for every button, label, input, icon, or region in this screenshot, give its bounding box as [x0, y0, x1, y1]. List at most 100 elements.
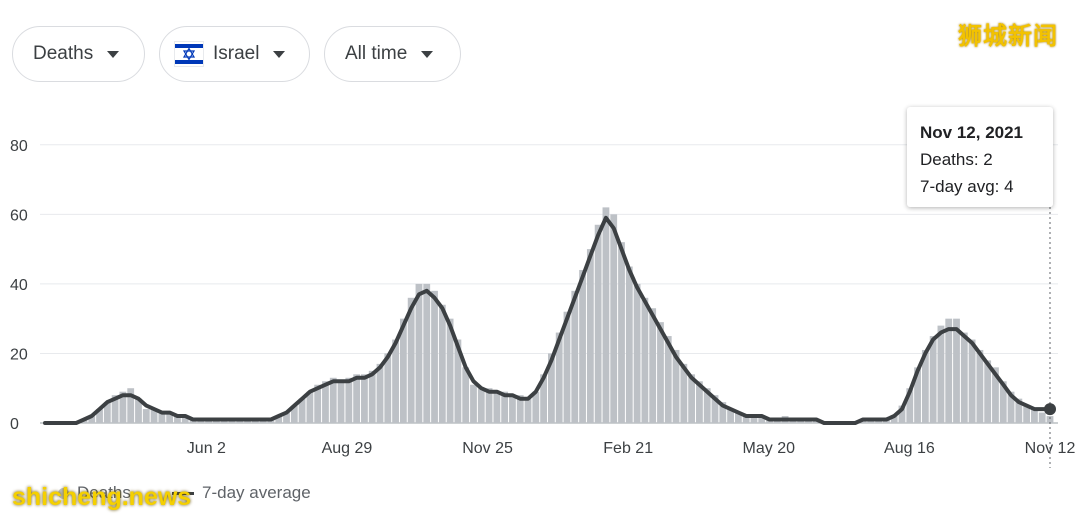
deaths-bar	[945, 318, 953, 423]
deaths-bar	[929, 336, 937, 423]
deaths-bar	[462, 367, 470, 423]
deaths-bar	[1046, 416, 1054, 423]
deaths-bar	[493, 391, 501, 423]
deaths-bar	[1015, 398, 1023, 423]
deaths-bar	[88, 416, 96, 423]
deaths-bar	[548, 353, 555, 423]
deaths-bar	[602, 207, 610, 423]
deaths-bar	[1038, 412, 1046, 423]
x-tick-label: Nov 12	[1025, 440, 1076, 457]
deaths-bar	[392, 339, 399, 423]
seven-day-average-line	[43, 215, 1052, 425]
deaths-bar	[384, 353, 392, 423]
deaths-bars	[80, 207, 1054, 423]
deaths-bar	[290, 405, 298, 423]
tooltip-date: Nov 12, 2021	[920, 123, 1024, 142]
y-tick-label: 80	[10, 138, 28, 155]
deaths-bar	[423, 283, 431, 423]
deaths-bar	[119, 391, 127, 423]
y-tick-label: 0	[10, 416, 19, 433]
deaths-bar	[150, 409, 158, 423]
x-tick-label: Nov 25	[462, 440, 513, 457]
y-tick-label: 60	[10, 207, 28, 224]
deaths-bar	[711, 395, 719, 423]
time-range-dropdown[interactable]: All time	[324, 26, 461, 82]
deaths-bar	[999, 381, 1007, 423]
deaths-bar	[976, 349, 984, 423]
legend-average: 7-day average	[172, 483, 311, 503]
x-tick-label: Aug 29	[322, 440, 373, 457]
deaths-bar	[454, 339, 462, 423]
deaths-bar	[516, 395, 524, 423]
deaths-bar	[306, 391, 314, 423]
region-dropdown[interactable]: Israel	[159, 26, 310, 82]
deaths-bar	[555, 332, 563, 423]
deaths-bar	[696, 381, 703, 423]
deaths-bar	[314, 384, 322, 423]
legend-average-label: 7-day average	[202, 483, 311, 502]
deaths-bar	[135, 398, 142, 423]
deaths-bar	[906, 388, 914, 423]
deaths-bar	[353, 374, 361, 423]
deaths-bar	[337, 381, 345, 423]
metric-dropdown-label: Deaths	[33, 43, 94, 64]
deaths-bar	[703, 388, 711, 423]
x-axis-ticks: Jun 2 Aug 29 Nov 25 Feb 21 May 20 Aug 16 Nov 1…	[187, 440, 1076, 457]
deaths-bar	[618, 242, 625, 423]
deaths-bar	[485, 388, 493, 423]
deaths-bar	[431, 290, 438, 423]
deaths-bar	[438, 304, 446, 423]
israel-flag-icon	[174, 41, 204, 67]
deaths-bar	[579, 269, 586, 423]
tooltip-average: 7-day avg: 4	[920, 177, 1014, 196]
metric-dropdown[interactable]: Deaths	[12, 26, 145, 82]
deaths-bar	[1023, 405, 1031, 423]
chevron-down-icon	[421, 50, 434, 58]
deaths-bar	[586, 249, 594, 423]
deaths-bar	[727, 409, 734, 423]
legend-line-icon	[172, 491, 194, 495]
watermark-site: shicheng.news	[12, 483, 192, 511]
legend-deaths-label: Deaths	[77, 483, 131, 502]
deaths-bar	[734, 412, 742, 423]
deaths-bar	[594, 224, 602, 423]
deaths-bar	[672, 349, 680, 423]
deaths-bar	[361, 374, 368, 423]
deaths-bar	[127, 388, 135, 423]
deaths-bar	[758, 416, 766, 423]
region-dropdown-label: Israel	[213, 43, 260, 64]
deaths-bar	[968, 339, 976, 423]
deaths-bar	[345, 377, 353, 423]
deaths-bar	[329, 377, 337, 423]
deaths-bar	[407, 297, 415, 423]
chevron-down-icon	[273, 50, 286, 58]
deaths-bar	[563, 311, 571, 423]
y-tick-label: 40	[10, 277, 28, 294]
deaths-bar	[992, 367, 999, 423]
deaths-bar	[142, 409, 150, 423]
y-axis-ticks: 0 20 40 60 80	[10, 138, 28, 433]
deaths-bar	[532, 391, 540, 423]
deaths-bar	[960, 332, 968, 423]
deaths-bar	[750, 416, 758, 423]
time-range-dropdown-label: All time	[345, 43, 408, 64]
deaths-bar	[890, 416, 898, 423]
deaths-bar	[322, 381, 329, 423]
deaths-bar	[415, 283, 423, 423]
deaths-bar	[446, 318, 454, 423]
deaths-bar	[633, 283, 641, 423]
deaths-bar	[470, 384, 477, 423]
x-tick-label: May 20	[743, 440, 796, 457]
deaths-bar	[649, 308, 657, 423]
data-tooltip: Nov 12, 2021 Deaths: 2 7-day avg: 4	[907, 107, 1053, 207]
deaths-bar	[914, 367, 921, 423]
x-tick-label: Jun 2	[187, 440, 226, 457]
legend-deaths: Deaths	[58, 483, 131, 503]
deaths-bar	[399, 318, 407, 423]
deaths-bar	[921, 349, 929, 423]
deaths-bar	[610, 214, 618, 423]
deaths-bar	[103, 402, 111, 423]
deaths-bar	[571, 290, 579, 423]
deaths-bar	[1031, 409, 1038, 423]
